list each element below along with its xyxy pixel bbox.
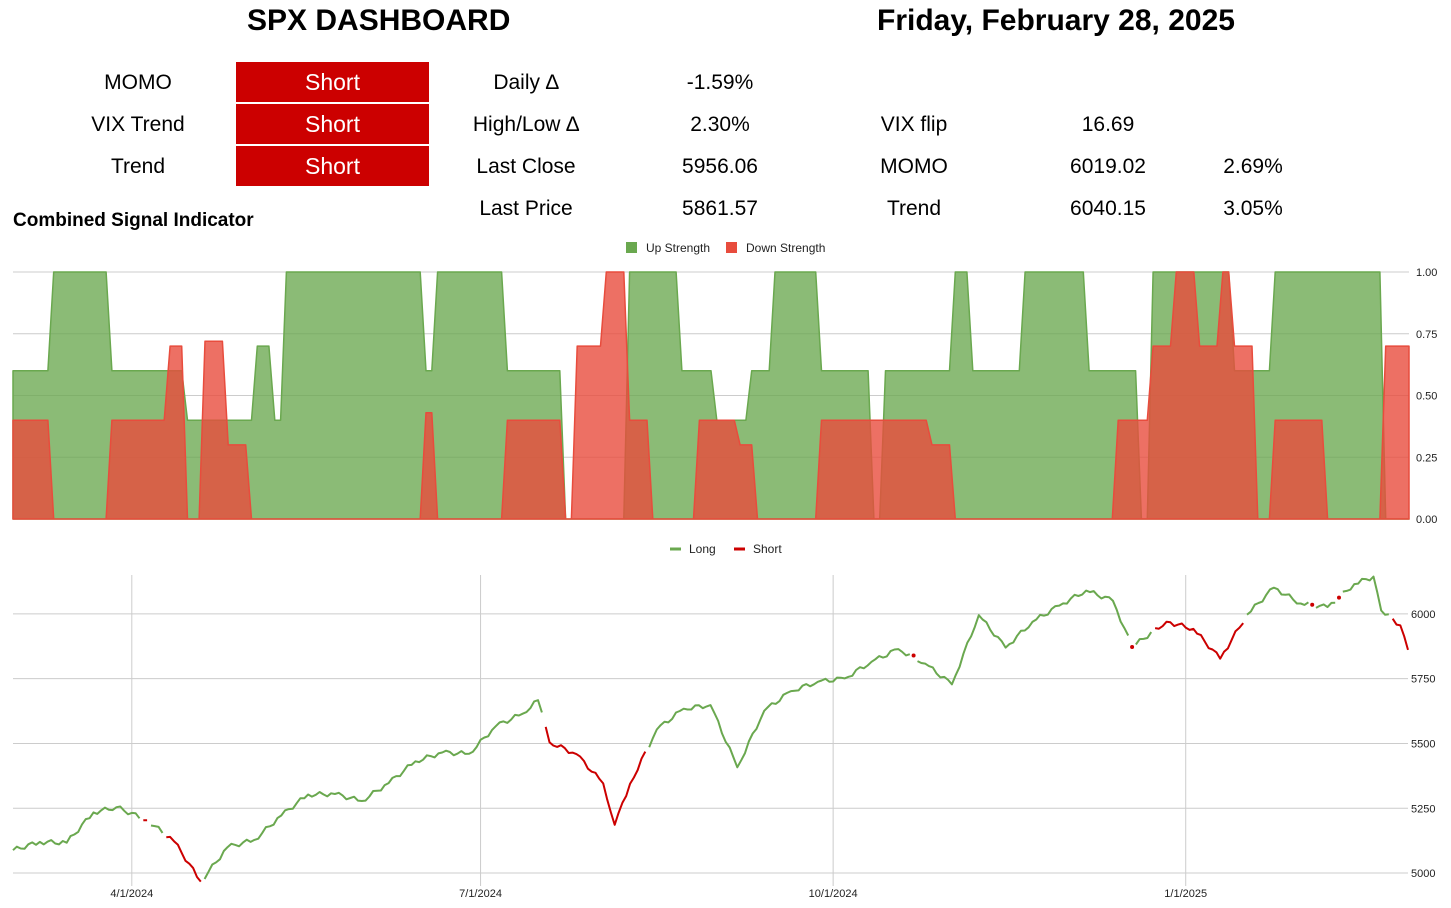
series-long-line — [1246, 586, 1309, 616]
signal-label-momo: MOMO — [104, 71, 172, 94]
level-value-momo: 6019.02 — [1070, 155, 1146, 178]
level-value-vix-flip: 16.69 — [1081, 113, 1135, 136]
legend-label: Down Strength — [746, 241, 825, 255]
level-pct-trend: 3.05% — [1223, 197, 1283, 220]
legend-label: Short — [753, 542, 782, 556]
y-tick-label: 0.75 — [1416, 329, 1437, 341]
series-short-line — [1130, 645, 1135, 649]
signal-badge-trend: Short — [236, 146, 429, 186]
series-long-line — [917, 589, 1130, 686]
series-long-line — [203, 699, 543, 880]
stat-label-daily-delta: Daily ∆ — [493, 71, 559, 94]
y-tick-label: 5750 — [1411, 674, 1435, 686]
series-short-line — [1154, 620, 1244, 660]
level-value-trend: 6040.15 — [1070, 197, 1146, 220]
series-long-line — [1135, 631, 1153, 646]
stat-label-last-close: Last Close — [476, 155, 576, 178]
level-label-trend: Trend — [886, 197, 942, 220]
y-tick-label: 0.00 — [1416, 514, 1437, 526]
y-tick-label: 0.50 — [1416, 391, 1437, 403]
series-down-strength — [12, 271, 1410, 520]
y-tick-label: 5000 — [1411, 868, 1435, 880]
spx-price-chart: 6000 5750 5500 5250 5000 4/1/2024 7/1/2024 10/1… — [12, 542, 1435, 900]
y-tick-label: 0.25 — [1416, 452, 1437, 464]
legend-swatch — [726, 242, 737, 253]
y-tick-label: 5250 — [1411, 803, 1435, 815]
level-label-vix-flip: VIX flip — [880, 113, 948, 136]
level-label-momo: MOMO — [880, 155, 948, 178]
series-short-line — [911, 653, 916, 658]
dashboard-date: Friday, February 28, 2025 — [877, 4, 1235, 37]
series-short-line — [1310, 602, 1315, 607]
stat-label-high-low-delta: High/Low ∆ — [472, 113, 580, 136]
stat-value-high-low-delta: 2.30% — [690, 113, 750, 136]
y-tick-label: 6000 — [1411, 609, 1435, 621]
series-short-line — [544, 726, 647, 826]
series-long-line — [150, 824, 164, 834]
legend-label: Long — [689, 542, 716, 556]
series-short-line — [166, 835, 202, 883]
signal-badge-vix-trend: Short — [236, 104, 429, 144]
series-long-line — [648, 648, 911, 769]
stat-value-last-price: 5861.57 — [682, 197, 758, 220]
series-long-line — [1342, 575, 1389, 616]
series-short-line — [1391, 618, 1409, 651]
series-short-line — [1337, 595, 1341, 600]
y-tick-label: 5500 — [1411, 738, 1435, 750]
legend-label: Up Strength — [646, 241, 710, 255]
x-tick-label: 10/1/2024 — [809, 888, 858, 900]
x-tick-label: 4/1/2024 — [110, 888, 153, 900]
dashboard-title: SPX DASHBOARD — [247, 4, 511, 37]
stat-label-last-price: Last Price — [479, 197, 573, 220]
combined-signal-chart: 1.00 0.75 0.50 0.25 0.00 Up Strength Down Stre… — [12, 241, 1437, 526]
stat-value-daily-delta: -1.59% — [686, 71, 754, 94]
series-long-line — [1315, 601, 1336, 609]
level-pct-momo: 2.69% — [1223, 155, 1283, 178]
series-long-line — [12, 805, 141, 851]
x-tick-label: 1/1/2025 — [1164, 888, 1207, 900]
y-tick-label: 1.00 — [1416, 267, 1437, 279]
x-tick-label: 7/1/2024 — [459, 888, 502, 900]
signal-badge-momo: Short — [236, 62, 429, 102]
section-title: Combined Signal Indicator — [13, 210, 254, 231]
signal-label-vix-trend: VIX Trend — [91, 113, 185, 136]
signal-label-trend: Trend — [110, 155, 166, 178]
stat-value-last-close: 5956.06 — [682, 155, 758, 178]
legend-swatch — [626, 242, 637, 253]
